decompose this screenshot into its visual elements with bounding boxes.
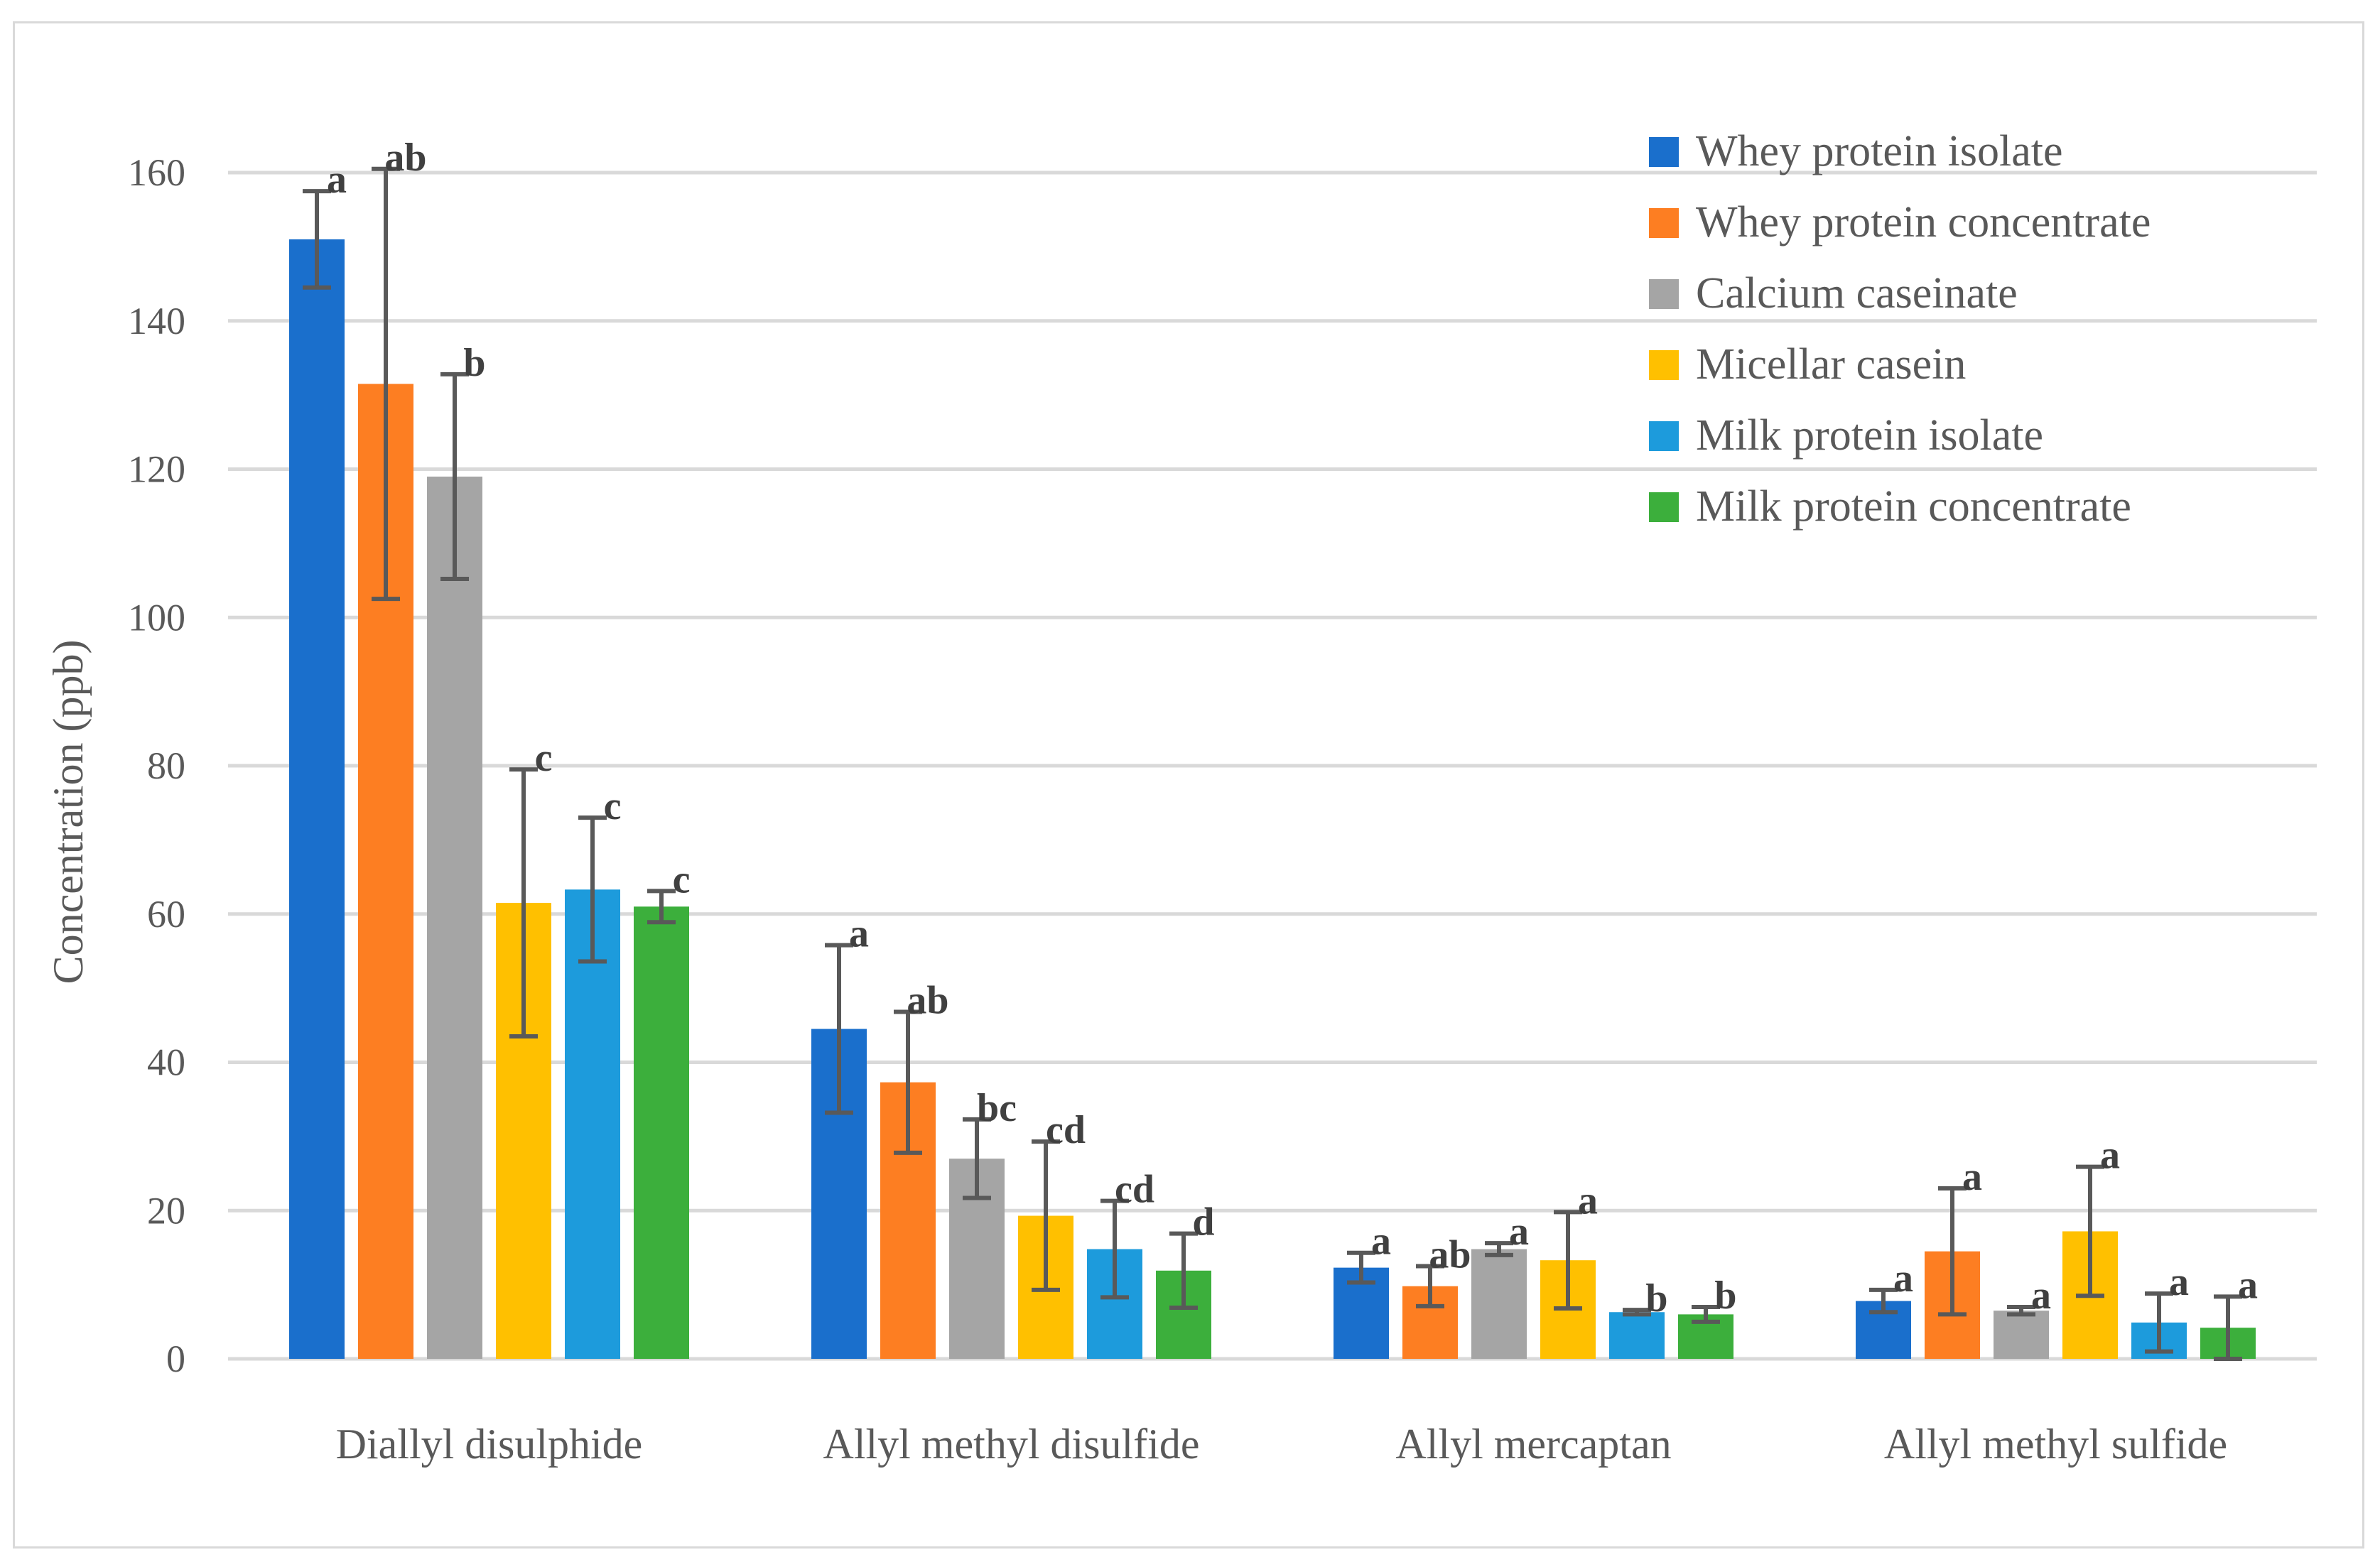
significance-letter: b bbox=[463, 341, 485, 385]
y-tick-label: 140 bbox=[128, 300, 185, 342]
bars bbox=[289, 239, 2256, 1359]
significance-letter: a bbox=[1509, 1210, 1529, 1254]
significance-letter: a bbox=[1962, 1155, 1982, 1199]
error-bars bbox=[303, 166, 2242, 1361]
significance-letter: cd bbox=[1046, 1108, 1086, 1152]
significance-letter: d bbox=[1192, 1200, 1214, 1244]
significance-letter: a bbox=[1578, 1178, 1598, 1222]
significance-letter: c bbox=[673, 857, 691, 901]
legend-swatch bbox=[1649, 492, 1679, 522]
legend-swatch bbox=[1649, 421, 1679, 451]
bar bbox=[1471, 1249, 1527, 1359]
bar bbox=[427, 476, 482, 1359]
y-tick-label: 40 bbox=[147, 1041, 185, 1084]
significance-letter: cd bbox=[1115, 1168, 1154, 1212]
bar bbox=[1994, 1311, 2049, 1359]
y-axis-ticks: 0 20 40 60 80 100 120 140 160 bbox=[128, 151, 185, 1380]
significance-letter: a bbox=[1893, 1257, 1913, 1301]
legend-swatch bbox=[1649, 350, 1679, 380]
y-tick-label: 0 bbox=[166, 1338, 185, 1380]
y-tick-label: 60 bbox=[147, 893, 185, 935]
significance-letter: a bbox=[327, 158, 347, 202]
legend-entry: Whey protein concentrate bbox=[1696, 198, 2151, 246]
chart-frame: 0 20 40 60 80 100 120 140 160 Concentration (ppb… bbox=[13, 21, 2364, 1549]
y-tick-label: 120 bbox=[128, 448, 185, 491]
category-label: Allyl methyl sulfide bbox=[1884, 1421, 2227, 1468]
significance-letter: a bbox=[849, 912, 869, 956]
legend-entry: Calcium caseinate bbox=[1696, 269, 2018, 318]
significance-letter: a bbox=[2238, 1263, 2258, 1307]
legend-entry: Whey protein isolate bbox=[1696, 127, 2063, 175]
bar bbox=[634, 906, 689, 1359]
y-tick-label: 160 bbox=[128, 151, 185, 194]
legend: Whey protein isolate Whey protein concent… bbox=[1649, 127, 2151, 531]
bar-chart: 0 20 40 60 80 100 120 140 160 Concentration (ppb… bbox=[45, 127, 2317, 1468]
legend-entry: Micellar casein bbox=[1696, 340, 1966, 389]
significance-letter: ab bbox=[384, 136, 426, 180]
y-tick-label: 100 bbox=[128, 596, 185, 639]
significance-letter: a bbox=[2100, 1134, 2120, 1178]
legend-entry: Milk protein concentrate bbox=[1696, 482, 2131, 531]
significance-letter: a bbox=[1371, 1220, 1391, 1264]
bar bbox=[1609, 1312, 1665, 1359]
significance-letter: bc bbox=[977, 1086, 1017, 1130]
significance-letter: b bbox=[1714, 1274, 1736, 1318]
category-label: Diallyl disulphide bbox=[336, 1421, 643, 1468]
significance-letter: a bbox=[2031, 1274, 2051, 1318]
legend-swatch bbox=[1649, 208, 1679, 238]
bar bbox=[289, 239, 345, 1359]
y-tick-label: 20 bbox=[147, 1189, 185, 1232]
category-labels: Diallyl disulphide Allyl methyl disulfide… bbox=[336, 1421, 2227, 1468]
y-tick-label: 80 bbox=[147, 744, 185, 787]
significance-letter: ab bbox=[1429, 1233, 1471, 1277]
significance-letter: c bbox=[535, 736, 553, 780]
bar bbox=[565, 889, 620, 1359]
y-axis-title: Concentration (ppb) bbox=[45, 640, 92, 985]
significance-letter: ab bbox=[907, 979, 948, 1023]
legend-swatch bbox=[1649, 137, 1679, 167]
significance-letter: b bbox=[1645, 1276, 1667, 1320]
significance-letter: a bbox=[2169, 1260, 2189, 1304]
legend-entry: Milk protein isolate bbox=[1696, 411, 2043, 460]
legend-swatch bbox=[1649, 279, 1679, 309]
category-label: Allyl mercaptan bbox=[1395, 1421, 1671, 1468]
category-label: Allyl methyl disulfide bbox=[823, 1421, 1200, 1468]
significance-letter: c bbox=[604, 784, 622, 828]
